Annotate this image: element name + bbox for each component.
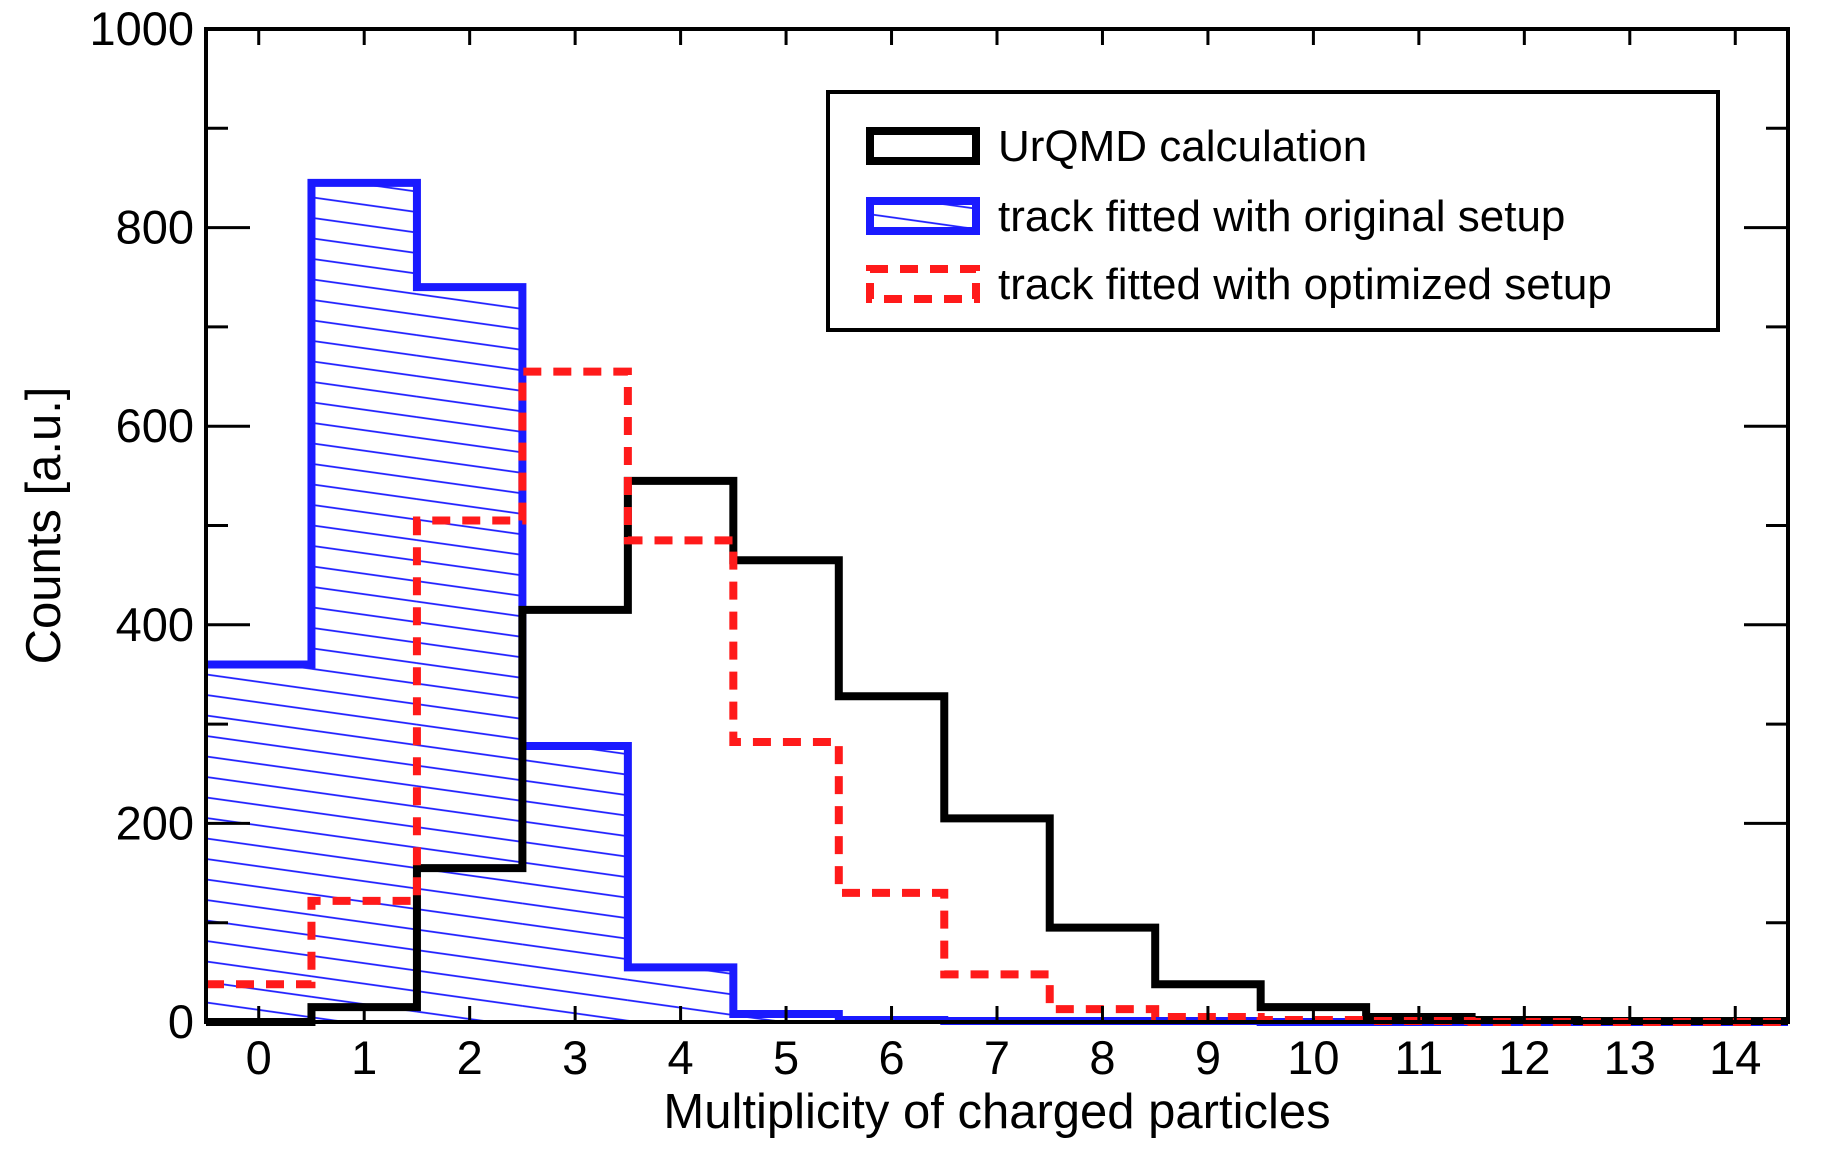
y-tick-label: 400 — [116, 598, 194, 651]
bar-hatch-0 — [206, 664, 312, 1022]
x-tick-label: 9 — [1195, 1031, 1221, 1084]
bar-hatch-2 — [416, 287, 523, 1022]
y-axis-title: Counts [a.u.] — [17, 387, 71, 665]
y-tick-label: 800 — [116, 201, 194, 254]
y-tick-label: 1000 — [89, 2, 194, 55]
y-tick-label: 600 — [116, 399, 194, 452]
bar-hatch-1 — [311, 182, 417, 1023]
y-tick-label: 200 — [116, 796, 194, 849]
legend: UrQMD calculation track fitted with origi… — [826, 90, 1720, 332]
series-layer — [206, 178, 1788, 1026]
x-tick-label: 3 — [562, 1031, 588, 1084]
x-tick-label: 1 — [351, 1031, 377, 1084]
x-tick-label: 6 — [878, 1031, 904, 1084]
x-axis-title: Multiplicity of charged particles — [663, 1085, 1330, 1139]
x-tick-label: 2 — [457, 1031, 483, 1084]
y-tick-label: 0 — [168, 995, 194, 1048]
legend-label-track-fitted-with-optimized-setup: track fitted with optimized setup — [998, 260, 1612, 309]
legend-swatch-track-fitted-with-optimized-setup — [866, 265, 980, 303]
x-tick-label: 12 — [1498, 1031, 1550, 1084]
legend-swatch-urqmd-calculation — [866, 127, 980, 165]
x-tick-label: 8 — [1089, 1031, 1115, 1084]
x-tick-label: 13 — [1604, 1031, 1656, 1084]
x-tick-label: 11 — [1394, 1031, 1443, 1084]
x-tick-label: 0 — [246, 1031, 272, 1084]
x-tick-label: 7 — [984, 1031, 1010, 1084]
x-tick-label: 14 — [1709, 1031, 1761, 1084]
legend-swatch-track-fitted-with-original-setup — [866, 197, 980, 235]
x-tick-label: 4 — [668, 1031, 694, 1084]
bar-hatch-3 — [522, 745, 628, 1022]
legend-label-track-fitted-with-original-setup: track fitted with original setup — [998, 192, 1565, 241]
x-tick-label: 10 — [1287, 1031, 1339, 1084]
series-track-fitted-with-original-setup — [206, 178, 1788, 1026]
legend-label-urqmd-calculation: UrQMD calculation — [998, 122, 1367, 171]
x-tick-label: 5 — [773, 1031, 799, 1084]
